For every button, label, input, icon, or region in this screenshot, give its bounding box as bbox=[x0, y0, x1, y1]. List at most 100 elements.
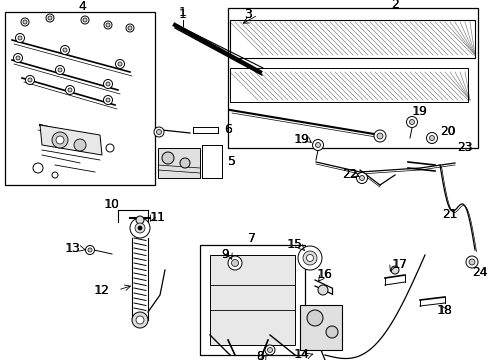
Circle shape bbox=[18, 36, 22, 40]
Text: 19: 19 bbox=[294, 134, 309, 147]
Circle shape bbox=[406, 117, 417, 127]
Circle shape bbox=[426, 132, 437, 144]
Text: 7: 7 bbox=[247, 231, 256, 244]
Circle shape bbox=[267, 347, 272, 352]
Circle shape bbox=[408, 120, 414, 125]
Circle shape bbox=[306, 310, 323, 326]
Circle shape bbox=[130, 218, 150, 238]
Circle shape bbox=[115, 59, 124, 68]
Circle shape bbox=[16, 33, 24, 42]
Text: 20: 20 bbox=[440, 126, 454, 139]
Circle shape bbox=[428, 135, 434, 140]
Text: 5: 5 bbox=[227, 156, 236, 168]
Circle shape bbox=[63, 48, 67, 52]
Circle shape bbox=[376, 133, 382, 139]
Text: 2: 2 bbox=[390, 0, 398, 10]
Text: 16: 16 bbox=[317, 267, 332, 280]
Text: 6: 6 bbox=[224, 123, 231, 136]
Circle shape bbox=[25, 76, 35, 85]
Text: 17: 17 bbox=[391, 258, 407, 271]
Circle shape bbox=[227, 256, 242, 270]
Text: 18: 18 bbox=[436, 303, 452, 316]
Circle shape bbox=[297, 246, 321, 270]
Text: 4: 4 bbox=[78, 0, 86, 13]
Circle shape bbox=[103, 80, 112, 89]
Text: 12: 12 bbox=[94, 284, 109, 297]
Text: 4: 4 bbox=[78, 0, 86, 13]
Text: 9: 9 bbox=[221, 248, 228, 261]
Circle shape bbox=[156, 130, 161, 135]
Polygon shape bbox=[158, 148, 200, 178]
Circle shape bbox=[14, 54, 22, 63]
Polygon shape bbox=[40, 125, 102, 155]
Text: 11: 11 bbox=[150, 211, 165, 225]
Text: 14: 14 bbox=[293, 348, 309, 360]
Text: 24: 24 bbox=[471, 265, 487, 279]
Circle shape bbox=[118, 62, 122, 66]
Circle shape bbox=[48, 16, 52, 20]
Text: 15: 15 bbox=[286, 238, 303, 252]
Circle shape bbox=[58, 68, 62, 72]
Text: 15: 15 bbox=[287, 238, 302, 252]
Text: 24: 24 bbox=[471, 265, 487, 279]
Circle shape bbox=[136, 316, 143, 324]
Circle shape bbox=[128, 26, 132, 30]
Text: 13: 13 bbox=[65, 242, 81, 255]
Text: 19: 19 bbox=[412, 105, 427, 118]
Circle shape bbox=[52, 172, 58, 178]
Text: 8: 8 bbox=[256, 351, 264, 360]
Circle shape bbox=[52, 132, 68, 148]
Circle shape bbox=[162, 152, 174, 164]
Circle shape bbox=[315, 143, 320, 148]
Circle shape bbox=[136, 216, 143, 224]
Text: 20: 20 bbox=[439, 126, 455, 139]
Circle shape bbox=[104, 21, 112, 29]
Circle shape bbox=[56, 136, 64, 144]
Circle shape bbox=[33, 163, 43, 173]
Circle shape bbox=[106, 23, 110, 27]
Text: 7: 7 bbox=[247, 231, 256, 244]
Text: 8: 8 bbox=[256, 351, 263, 360]
Text: 3: 3 bbox=[244, 9, 251, 22]
Circle shape bbox=[106, 82, 110, 86]
Circle shape bbox=[21, 18, 29, 26]
Text: 17: 17 bbox=[392, 258, 407, 271]
Text: 3: 3 bbox=[244, 9, 251, 22]
Circle shape bbox=[106, 98, 110, 102]
Circle shape bbox=[126, 24, 134, 32]
Circle shape bbox=[373, 130, 385, 142]
Text: 18: 18 bbox=[437, 303, 451, 316]
Bar bbox=[200, 245, 305, 355]
Text: 10: 10 bbox=[104, 198, 119, 211]
Circle shape bbox=[81, 16, 89, 24]
Circle shape bbox=[106, 144, 114, 152]
Circle shape bbox=[28, 78, 32, 82]
Circle shape bbox=[312, 139, 323, 150]
Text: 1: 1 bbox=[179, 5, 186, 18]
Circle shape bbox=[231, 260, 238, 266]
Circle shape bbox=[23, 20, 27, 24]
Circle shape bbox=[46, 14, 54, 22]
Text: 19: 19 bbox=[293, 134, 309, 147]
Polygon shape bbox=[299, 305, 341, 350]
Circle shape bbox=[88, 248, 92, 252]
Circle shape bbox=[154, 127, 163, 137]
Polygon shape bbox=[209, 255, 294, 345]
Circle shape bbox=[390, 266, 398, 274]
Circle shape bbox=[325, 326, 337, 338]
Text: 22: 22 bbox=[342, 168, 357, 181]
Circle shape bbox=[465, 256, 477, 268]
Circle shape bbox=[356, 172, 367, 184]
Circle shape bbox=[306, 255, 313, 261]
Text: 2: 2 bbox=[390, 0, 398, 10]
Text: 6: 6 bbox=[224, 123, 231, 136]
Circle shape bbox=[303, 251, 316, 265]
Circle shape bbox=[16, 56, 20, 60]
Circle shape bbox=[103, 95, 112, 104]
Circle shape bbox=[61, 45, 69, 54]
Circle shape bbox=[85, 246, 94, 255]
Text: 5: 5 bbox=[227, 156, 236, 168]
Text: 21: 21 bbox=[441, 208, 457, 221]
Circle shape bbox=[317, 285, 327, 295]
Circle shape bbox=[180, 158, 190, 168]
